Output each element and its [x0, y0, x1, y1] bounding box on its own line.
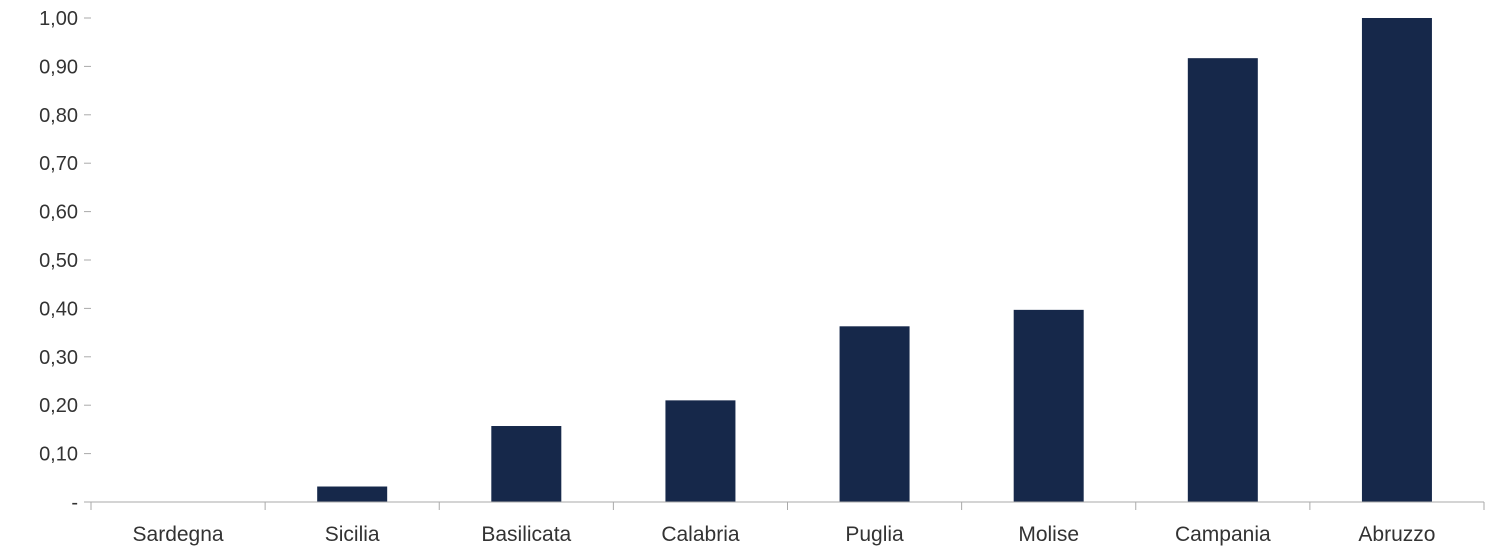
category-label: Calabria [661, 523, 740, 546]
y-tick-label: - [71, 492, 78, 514]
bar-molise [1013, 309, 1084, 502]
y-tick-label: 0,50 [39, 250, 78, 272]
bar-calabria [665, 400, 736, 502]
y-tick-label: 0,90 [39, 56, 78, 78]
y-tick-label: 0,70 [39, 153, 78, 175]
y-tick-label: 0,40 [39, 298, 78, 320]
category-labels: Sardegna Sicilia Basilicata Calabria Puglia M… [133, 523, 1436, 546]
category-label: Basilicata [481, 523, 571, 546]
bars [317, 18, 1432, 503]
bar-puglia [839, 326, 910, 502]
category-label: Sicilia [325, 523, 380, 546]
bar-abruzzo [1361, 18, 1432, 502]
bar-basilicata [491, 426, 562, 502]
y-axis-ticks: - 0,10 0,20 0,30 0,40 0,50 0,60 0,70 0,80 0,90 1,0… [39, 8, 91, 514]
y-tick-label: 1,00 [39, 8, 78, 30]
y-tick-label: 0,80 [39, 105, 78, 127]
category-label: Campania [1175, 523, 1271, 546]
category-label: Molise [1018, 523, 1079, 546]
category-label: Abruzzo [1358, 523, 1435, 546]
category-label: Sardegna [133, 523, 224, 546]
category-label: Puglia [845, 523, 904, 546]
y-tick-label: 0,10 [39, 444, 78, 466]
y-tick-label: 0,60 [39, 202, 78, 224]
bar-campania [1187, 58, 1258, 503]
y-tick-label: 0,20 [39, 395, 78, 417]
y-tick-label: 0,30 [39, 347, 78, 369]
bar-sicilia [317, 486, 388, 502]
x-axis-ticks [90, 502, 1485, 510]
